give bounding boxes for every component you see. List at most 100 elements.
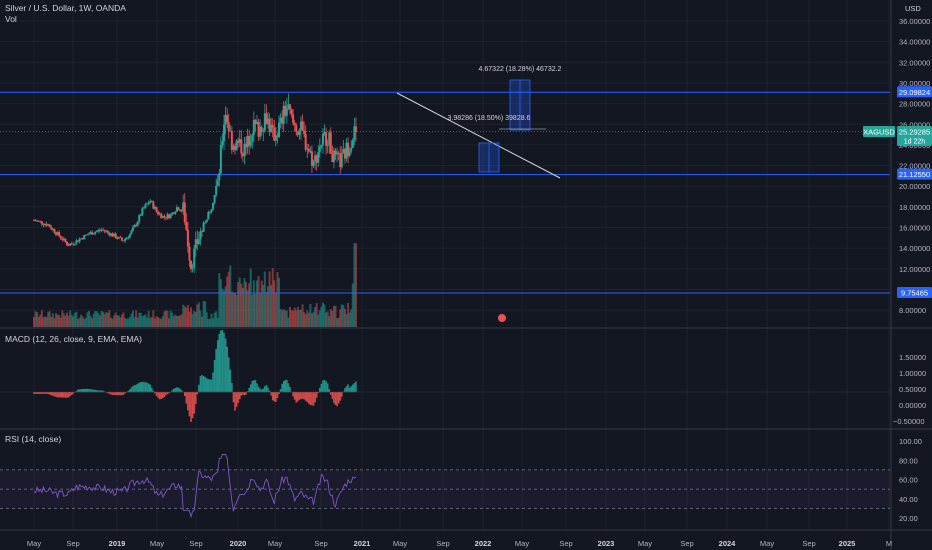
macd-bar xyxy=(116,392,119,396)
macd-bar xyxy=(292,392,294,397)
candle-body xyxy=(177,207,180,210)
candle-body xyxy=(183,202,186,223)
volume-bar xyxy=(83,318,86,327)
macd-bar xyxy=(136,383,139,393)
volume-bar xyxy=(285,310,288,327)
candle-body xyxy=(310,151,313,166)
candle-body xyxy=(307,148,310,152)
macd-bar xyxy=(191,392,194,419)
volume-bar xyxy=(130,313,133,327)
macd-bar xyxy=(58,392,60,398)
volume-bar xyxy=(202,300,205,327)
macd-bar xyxy=(289,386,291,393)
candle-body xyxy=(73,244,76,245)
macd-bar xyxy=(221,330,224,393)
macd-bar xyxy=(276,392,279,399)
volume-bar xyxy=(142,315,145,327)
volume-bar xyxy=(284,310,287,327)
macd-bar xyxy=(36,392,38,394)
volume-bar xyxy=(268,271,271,327)
candle-body xyxy=(163,215,166,218)
macd-bar xyxy=(61,392,64,398)
volume-bar xyxy=(271,268,274,327)
candle-body xyxy=(43,223,46,225)
macd-bar xyxy=(179,388,181,393)
candle-body xyxy=(282,105,285,124)
candle-body xyxy=(281,117,284,124)
volume-bar xyxy=(219,279,222,327)
candle-body xyxy=(350,148,353,152)
volume-bar xyxy=(309,303,312,327)
volume-bar xyxy=(204,301,207,327)
macd-bar xyxy=(88,388,90,393)
macd-tick: −0.50000 xyxy=(893,417,925,426)
volume-bar xyxy=(34,311,37,327)
volume-bar xyxy=(240,283,243,327)
volume-bar xyxy=(175,315,178,327)
volume-bar xyxy=(287,317,290,327)
macd-bar xyxy=(39,392,42,394)
macd-bar xyxy=(248,387,250,393)
macd-bar xyxy=(256,383,258,393)
volume-bar xyxy=(295,310,298,327)
volume-bar xyxy=(315,303,318,327)
candle-body xyxy=(120,237,123,241)
volume-bar xyxy=(199,310,202,327)
candle-body xyxy=(168,214,171,219)
macd-bar xyxy=(351,384,354,393)
macd-bar xyxy=(138,382,141,393)
macd-bar xyxy=(78,389,81,393)
volume-bar xyxy=(353,243,356,327)
volume-bar xyxy=(282,309,285,327)
time-tick: 2024 xyxy=(719,539,737,548)
volume-bar xyxy=(331,311,334,327)
macd-bar xyxy=(202,375,205,393)
macd-bar xyxy=(347,384,349,393)
volume-bar xyxy=(213,312,216,327)
macd-bar xyxy=(33,392,35,394)
time-tick: May xyxy=(268,539,282,548)
candle-body xyxy=(303,130,306,135)
volume-bar xyxy=(177,316,180,327)
macd-bar xyxy=(187,392,189,411)
macd-bar xyxy=(55,392,57,397)
macd-bar xyxy=(204,377,206,393)
macd-bar xyxy=(69,392,71,397)
candle-body xyxy=(135,225,138,226)
candle-body xyxy=(58,232,61,236)
trendline xyxy=(396,92,561,179)
volume-bar xyxy=(54,313,57,327)
candle-body xyxy=(279,117,282,123)
volume-bar xyxy=(33,316,35,327)
macd-bar xyxy=(259,388,261,393)
macd-bar xyxy=(320,383,323,393)
volume-bar xyxy=(62,313,65,327)
macd-bar xyxy=(102,390,104,393)
macd-bar xyxy=(83,388,86,393)
candle-body xyxy=(354,126,357,132)
volume-bar xyxy=(226,276,229,327)
badge-level-mid: 21.12550 xyxy=(899,170,930,179)
macd-bar xyxy=(141,381,144,393)
candle-body xyxy=(199,231,202,240)
macd-bar xyxy=(227,357,230,393)
macd-bar xyxy=(323,379,326,393)
candle-body xyxy=(141,208,144,216)
volume-bar xyxy=(273,280,276,327)
volume-bar xyxy=(340,304,343,327)
macd-bar xyxy=(264,386,266,393)
macd-bar xyxy=(254,380,257,393)
volume-bar xyxy=(67,315,70,327)
volume-bar xyxy=(61,310,64,327)
macd-bar xyxy=(249,384,252,393)
macd-bar xyxy=(309,392,312,406)
macd-bar xyxy=(42,392,45,394)
macd-bar xyxy=(314,392,316,403)
volume-bar xyxy=(237,282,240,327)
candle-body xyxy=(270,124,273,133)
candle-body xyxy=(78,239,81,242)
candle-body xyxy=(295,125,298,132)
candle-body xyxy=(122,240,125,242)
